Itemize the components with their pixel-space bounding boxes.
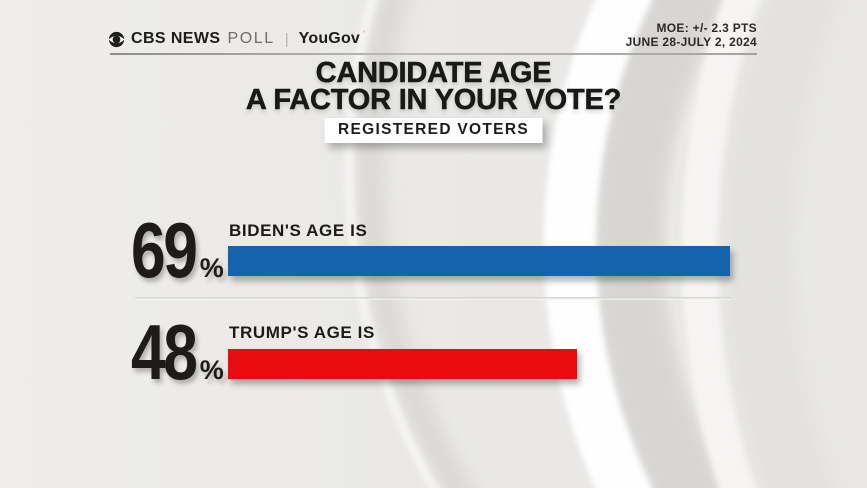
partner-name: YouGov bbox=[298, 30, 361, 47]
header-divider bbox=[110, 53, 757, 55]
network-name: CBS NEWS bbox=[131, 30, 221, 47]
bar-biden bbox=[228, 246, 731, 276]
brand-separator: | bbox=[284, 30, 289, 48]
row-divider bbox=[135, 297, 730, 300]
bar-label: BIDEN'S AGE IS bbox=[229, 221, 368, 240]
partner-trademark: ’ bbox=[363, 29, 366, 39]
page-title: CANDIDATE AGE A FACTOR IN YOUR VOTE? bbox=[0, 57, 867, 116]
cbs-eye-icon bbox=[108, 31, 125, 48]
percent-sign: % bbox=[199, 355, 224, 385]
value-label: 48% bbox=[131, 308, 224, 396]
title-line-1: CANDIDATE AGE bbox=[315, 57, 552, 89]
bar-label: TRUMP'S AGE IS bbox=[229, 323, 375, 342]
brand-lockup: CBS NEWS POLL | YouGov ’ bbox=[108, 29, 366, 48]
value-number: 48 bbox=[131, 308, 198, 396]
moe-line1: MOE: +/- 2.3 PTS bbox=[656, 21, 757, 35]
bar-trump bbox=[228, 349, 578, 379]
audience-badge: REGISTERED VOTERS bbox=[324, 118, 543, 143]
value-number: 69 bbox=[131, 206, 198, 294]
title-line-2: A FACTOR IN YOUR VOTE? bbox=[245, 84, 622, 116]
value-label: 69% bbox=[131, 206, 224, 294]
moe-note: MOE: +/- 2.3 PTS JUNE 28-JULY 2, 2024 bbox=[626, 21, 757, 49]
percent-sign: % bbox=[199, 253, 224, 283]
moe-line2: JUNE 28-JULY 2, 2024 bbox=[625, 35, 757, 49]
program-name: POLL bbox=[227, 30, 275, 47]
